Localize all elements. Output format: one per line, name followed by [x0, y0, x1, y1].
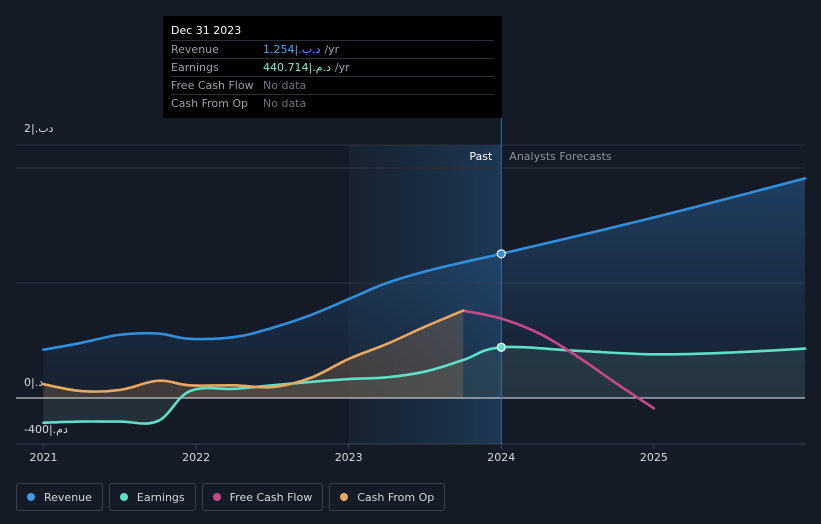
legend-label: Cash From Op: [357, 490, 435, 504]
tooltip-unit: /yr: [334, 61, 350, 74]
y-tick-label: 0|.د: [24, 376, 43, 389]
legend: Revenue Earnings Free Cash Flow Cash Fro…: [16, 483, 446, 511]
earnings-marker: [496, 342, 506, 352]
cash-from-op-area: [43, 310, 464, 398]
tooltip-value: No data: [263, 97, 307, 110]
y-tick-label: -400|.دم: [24, 423, 68, 436]
revenue-marker: [496, 249, 506, 259]
tooltip-value: 1.254|.د.ب: [263, 43, 321, 56]
tooltip-label: Cash From Op: [171, 97, 249, 110]
cash-from-op-dot-icon: [340, 493, 349, 501]
legend-item-cash-from-op[interactable]: Cash From Op: [329, 483, 446, 511]
x-tick-label: 2023: [335, 451, 363, 464]
legend-label: Free Cash Flow: [229, 490, 313, 504]
legend-label: Revenue: [44, 490, 92, 504]
x-tick-label: 2025: [640, 451, 668, 464]
tooltip-value: No data: [263, 79, 307, 92]
tooltip-label: Free Cash Flow: [171, 79, 254, 92]
tooltip-label: Revenue: [171, 43, 219, 56]
y-tick-label: 2|.دب: [24, 122, 54, 135]
past-label: Past: [469, 150, 493, 163]
free-cash-flow-dot-icon: [212, 493, 221, 501]
legend-item-revenue[interactable]: Revenue: [16, 483, 103, 511]
tooltip-unit: /yr: [324, 43, 340, 56]
tooltip-row-free-cash-flow: Free Cash Flow No data: [171, 76, 494, 94]
tooltip-row-cash-from-op: Cash From Op No data: [171, 94, 494, 112]
tooltip-row-revenue: Revenue 1.254|.د.ب /yr: [171, 40, 494, 58]
x-tick-label: 2024: [487, 451, 515, 464]
earnings-dot-icon: [119, 493, 128, 501]
revenue-dot-icon: [27, 493, 35, 501]
legend-item-earnings[interactable]: Earnings: [108, 483, 196, 511]
x-tick-label: 2021: [29, 451, 57, 464]
x-tick-label: 2022: [182, 451, 210, 464]
tooltip-date: Dec 31 2023: [171, 24, 242, 37]
tooltip: Dec 31 2023 Revenue 1.254|.د.ب /yr Earni…: [163, 16, 502, 118]
earnings-line: [42, 345, 807, 425]
legend-label: Earnings: [136, 490, 185, 504]
earnings-area: [43, 346, 805, 424]
revenue-area: [43, 178, 805, 398]
forecast-label: Analysts Forecasts: [509, 150, 612, 163]
tooltip-value: 440.714|.د.م: [263, 61, 331, 74]
legend-item-free-cash-flow[interactable]: Free Cash Flow: [201, 483, 324, 511]
free-cash-flow-line: [461, 309, 656, 410]
tooltip-row-earnings: Earnings 440.714|.د.م /yr: [171, 58, 494, 76]
tooltip-label: Earnings: [171, 61, 219, 74]
revenue-line: [42, 177, 807, 351]
cash-from-op-line: [42, 309, 465, 393]
